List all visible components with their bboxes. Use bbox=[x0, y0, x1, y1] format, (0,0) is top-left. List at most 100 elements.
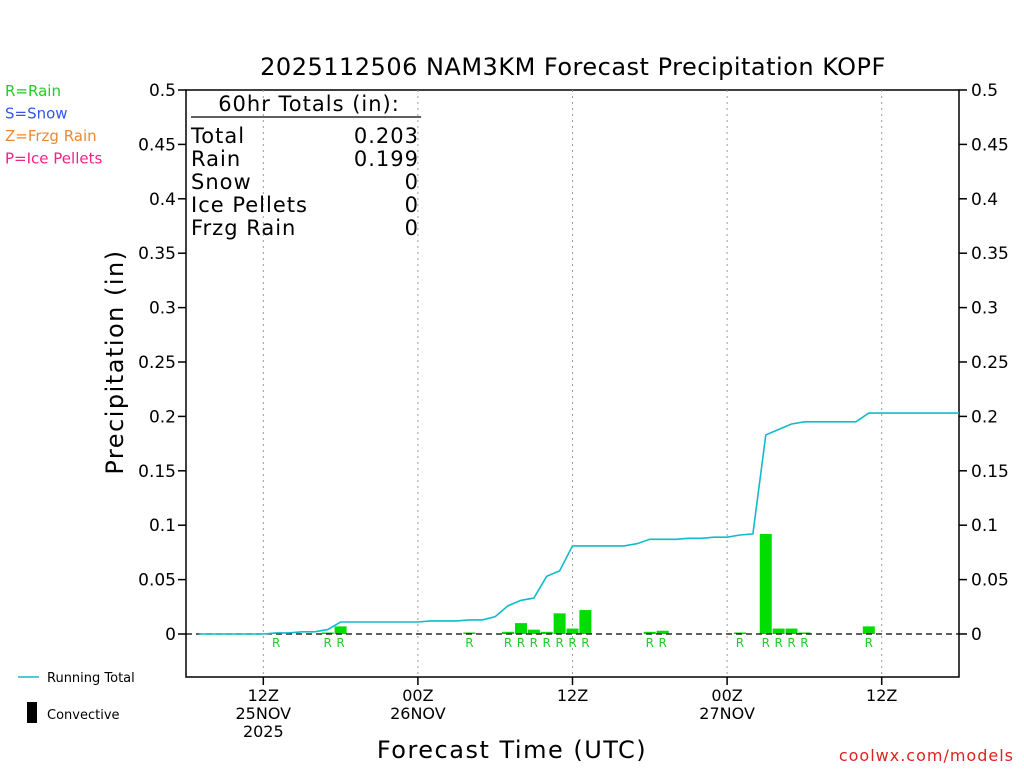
precip-bar bbox=[785, 628, 798, 634]
y-tick-label: 0.1 bbox=[149, 516, 176, 536]
y-tick-label: 0.15 bbox=[138, 462, 176, 482]
y-tick-label-right: 0.05 bbox=[971, 571, 1009, 591]
precip-bar bbox=[759, 533, 772, 634]
y-tick-label: 0.45 bbox=[138, 135, 176, 155]
precip-bar bbox=[566, 628, 579, 634]
y-tick-label-right: 0.15 bbox=[971, 462, 1009, 482]
precip-type-label: R bbox=[581, 636, 589, 650]
totals-row-value: 0.199 bbox=[354, 147, 419, 171]
credit-text: coolwx.com/models bbox=[839, 746, 1014, 765]
precip-bar bbox=[553, 613, 566, 634]
x-tick-label: 25NOV bbox=[236, 704, 292, 723]
precip-type-label: R bbox=[324, 636, 332, 650]
precip-type-label: R bbox=[774, 636, 782, 650]
y-tick-label-right: 0.2 bbox=[971, 407, 998, 427]
y-tick-label: 0.2 bbox=[149, 407, 176, 427]
precip-type-label: R bbox=[800, 636, 808, 650]
y-tick-label-right: 0.4 bbox=[971, 190, 998, 210]
precip-bar bbox=[527, 629, 540, 634]
y-tick-label: 0.4 bbox=[149, 190, 176, 210]
precip-bar bbox=[656, 630, 669, 634]
legend-bar-swatch bbox=[27, 702, 37, 723]
y-tick-label-right: 0.45 bbox=[971, 135, 1009, 155]
y-tick-label-right: 0 bbox=[971, 625, 982, 645]
x-tick-label: 12Z bbox=[557, 686, 588, 705]
chart-title: 2025112506 NAM3KM Forecast Precipitation… bbox=[260, 53, 886, 81]
precip-type-label: R bbox=[504, 636, 512, 650]
precip-type-key-item: Z=Frzg Rain bbox=[5, 127, 97, 145]
precip-type-label: R bbox=[555, 636, 563, 650]
precip-type-key-item: R=Rain bbox=[5, 82, 61, 100]
precip-bar bbox=[643, 631, 656, 634]
y-tick-label-right: 0.5 bbox=[971, 81, 998, 101]
y-tick-label-right: 0.1 bbox=[971, 516, 998, 536]
x-tick-label: 27NOV bbox=[699, 704, 755, 723]
totals-header: 60hr Totals (in): bbox=[218, 92, 400, 116]
precip-type-label: R bbox=[530, 636, 538, 650]
totals-row-value: 0.203 bbox=[354, 124, 419, 148]
y-tick-label-right: 0.35 bbox=[971, 244, 1009, 264]
precip-bar bbox=[514, 623, 527, 634]
totals-row-label: Total bbox=[190, 124, 245, 148]
precip-bar bbox=[579, 610, 592, 634]
y-tick-label: 0.25 bbox=[138, 353, 176, 373]
precip-type-label: R bbox=[787, 636, 795, 650]
running-total-series bbox=[198, 412, 959, 635]
totals-row-label: Snow bbox=[191, 170, 252, 194]
x-tick-label: 26NOV bbox=[390, 704, 446, 723]
precip-bar bbox=[862, 626, 875, 634]
totals-row-label: Rain bbox=[191, 147, 241, 171]
totals-row-value: 0 bbox=[405, 193, 419, 217]
precip-bar bbox=[540, 631, 553, 634]
x-tick-label: 12Z bbox=[248, 686, 279, 705]
precip-type-label: R bbox=[272, 636, 280, 650]
x-tick-label: 00Z bbox=[711, 686, 742, 705]
y-tick-label: 0.35 bbox=[138, 244, 176, 264]
precip-type-label: R bbox=[736, 636, 744, 650]
precip-bar bbox=[321, 632, 334, 634]
precip-bar bbox=[798, 632, 811, 634]
y-tick-label: 0.05 bbox=[138, 571, 176, 591]
precip-type-label: R bbox=[465, 636, 473, 650]
precip-type-label: R bbox=[543, 636, 551, 650]
legend-convective: Convective bbox=[47, 708, 120, 723]
precip-bar bbox=[733, 632, 746, 634]
x-tick-label: 2025 bbox=[243, 722, 284, 741]
y-tick-label: 0 bbox=[165, 625, 176, 645]
y-axis-label: Precipitation (in) bbox=[101, 249, 129, 474]
precip-bars bbox=[270, 533, 875, 634]
grid-lines bbox=[262, 90, 883, 677]
precip-type-key-item: S=Snow bbox=[5, 105, 68, 123]
totals-row-value: 0 bbox=[405, 216, 419, 240]
totals-row-label: Frzg Rain bbox=[191, 216, 296, 240]
y-axis-ticks: 0 00.05 0.050.1 0.10.15 0.150.2 0.20.25 0.250.… bbox=[138, 81, 1009, 645]
x-tick-label: 12Z bbox=[866, 686, 897, 705]
precip-type-label: R bbox=[517, 636, 525, 650]
totals-row-value: 0 bbox=[405, 170, 419, 194]
precip-type-label: R bbox=[336, 636, 344, 650]
precip-bar bbox=[502, 631, 515, 634]
y-tick-label: 0.5 bbox=[149, 81, 176, 101]
y-tick-label-right: 0.3 bbox=[971, 299, 998, 319]
x-axis-label: Forecast Time (UTC) bbox=[377, 736, 647, 764]
legend-running-total: Running Total bbox=[47, 671, 135, 686]
y-tick-label-right: 0.25 bbox=[971, 353, 1009, 373]
precip-type-label: R bbox=[762, 636, 770, 650]
precip-bar bbox=[463, 632, 476, 634]
precip-type-key-item: P=Ice Pellets bbox=[5, 150, 102, 168]
precip-type-label: R bbox=[568, 636, 576, 650]
legend: Running Total Convective bbox=[18, 671, 135, 723]
precip-bar bbox=[772, 628, 785, 634]
precip-type-key: R=Rain S=Snow Z=Frzg Rain P=Ice Pellets bbox=[5, 82, 102, 168]
precip-bar bbox=[334, 626, 347, 634]
totals-box: 60hr Totals (in): Total 0.203 Rain 0.199 Snow… bbox=[190, 92, 421, 240]
precip-type-label: R bbox=[646, 636, 654, 650]
y-tick-label: 0.3 bbox=[149, 299, 176, 319]
precip-type-label: R bbox=[659, 636, 667, 650]
x-tick-label: 00Z bbox=[402, 686, 433, 705]
running-total-line bbox=[198, 412, 959, 635]
totals-row-label: Ice Pellets bbox=[191, 193, 308, 217]
